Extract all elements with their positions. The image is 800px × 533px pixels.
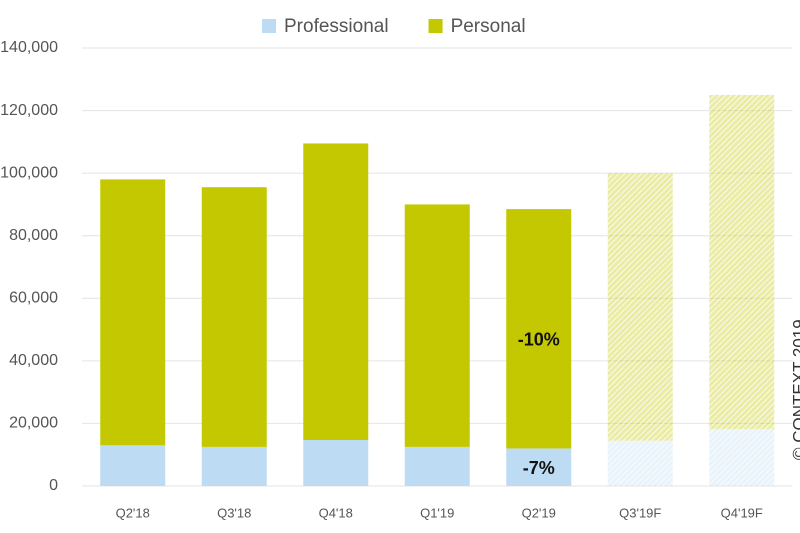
x-tick-label: Q3'18: [217, 505, 251, 520]
legend-swatch: [428, 19, 443, 33]
y-tick-label: 120,000: [0, 102, 58, 119]
x-tick-label: Q1'19: [420, 505, 454, 520]
legend-label: Professional: [284, 16, 389, 37]
y-tick-label: 140,000: [0, 39, 58, 56]
y-tick-label: 100,000: [0, 164, 58, 181]
copyright: © CONTEXT 2019: [789, 319, 800, 460]
bar-segment: [201, 187, 267, 447]
bar-segment: [709, 94, 775, 430]
y-tick-label: 40,000: [9, 352, 58, 369]
legend-swatch: [262, 19, 276, 33]
bar-segment: [506, 448, 572, 486]
bar-segment: [709, 429, 775, 486]
bar-segment: [303, 143, 369, 441]
x-tick-label: Q4'18: [319, 505, 353, 520]
y-tick-label: 20,000: [9, 415, 58, 432]
x-tick-label: Q3'19F: [619, 505, 661, 520]
bar-segment: [201, 446, 267, 486]
legend-label: Personal: [451, 16, 526, 37]
annotation: -7%: [523, 458, 555, 478]
bar-segment: [100, 445, 166, 486]
bar-segment: [404, 446, 470, 486]
bar-segment: [607, 440, 673, 486]
x-tick-label: Q2'19: [522, 505, 556, 520]
x-tick-label: Q2'18: [116, 505, 150, 520]
bar-segment: [404, 204, 470, 447]
y-tick-label: 60,000: [9, 290, 58, 307]
bar-segment: [303, 440, 369, 486]
y-tick-label: 0: [49, 477, 58, 494]
bar-segment: [100, 179, 166, 446]
bar-segment: [506, 209, 572, 449]
x-tick-label: Q4'19F: [721, 505, 763, 520]
annotation: -10%: [518, 330, 560, 350]
y-tick-label: 80,000: [9, 227, 58, 244]
bar-segment: [607, 173, 673, 441]
